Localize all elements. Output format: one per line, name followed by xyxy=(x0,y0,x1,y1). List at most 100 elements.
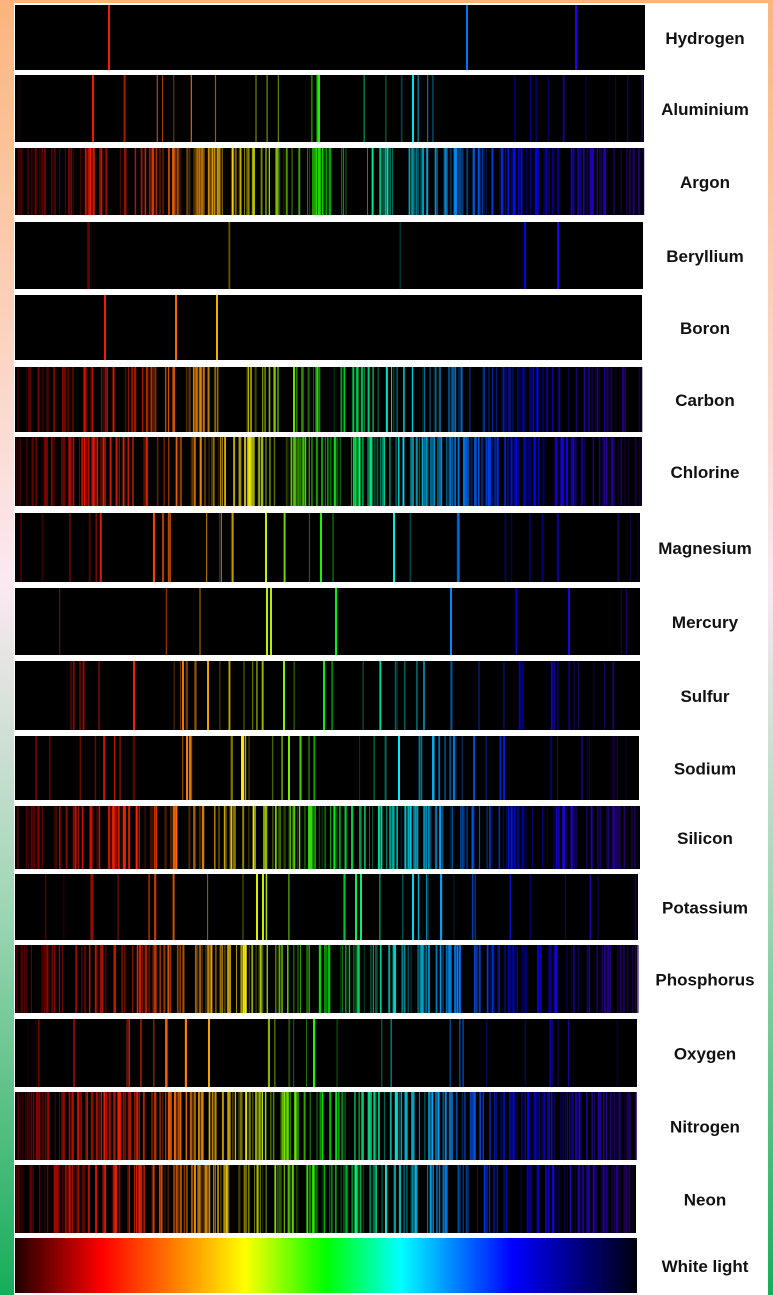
spectral-line xyxy=(486,148,487,215)
spectral-line xyxy=(505,148,506,215)
spectral-line xyxy=(95,437,97,506)
spectral-line xyxy=(141,1165,142,1233)
spectral-line xyxy=(412,1092,414,1160)
spectral-line xyxy=(614,1165,615,1233)
spectral-line xyxy=(526,148,527,215)
spectral-line xyxy=(390,1019,392,1087)
spectral-line xyxy=(488,437,490,506)
spectral-line xyxy=(186,367,188,432)
spectral-line xyxy=(196,148,198,215)
spectral-line xyxy=(315,148,317,215)
spectrum-band xyxy=(15,367,642,432)
spectral-line xyxy=(274,367,276,432)
spectral-line xyxy=(426,806,427,869)
spectral-line xyxy=(440,945,442,1013)
spectral-line xyxy=(511,806,512,869)
spectral-line xyxy=(373,1165,375,1233)
spectral-line xyxy=(420,945,422,1013)
spectral-line xyxy=(72,1092,74,1160)
spectral-line xyxy=(379,874,380,940)
spectral-line xyxy=(272,736,273,800)
spectral-line xyxy=(573,148,575,215)
spectral-line xyxy=(558,806,559,869)
spectral-line xyxy=(406,1165,407,1233)
spectral-line xyxy=(588,367,589,432)
spectral-line xyxy=(599,367,600,432)
white-light-band xyxy=(15,1238,637,1293)
spectral-line xyxy=(512,367,513,432)
spectral-line xyxy=(573,661,575,730)
spectral-line xyxy=(153,1019,154,1087)
spectral-line xyxy=(154,945,156,1013)
spectral-line xyxy=(505,945,506,1013)
spectral-line xyxy=(313,806,314,869)
spectral-line xyxy=(584,437,585,506)
spectral-line xyxy=(429,367,431,432)
spectral-line xyxy=(16,1165,18,1233)
spectral-line xyxy=(462,806,464,869)
spectral-line xyxy=(266,75,268,142)
spectral-line xyxy=(635,945,636,1013)
spectral-line xyxy=(641,437,642,506)
spectral-line xyxy=(42,148,43,215)
spectral-line xyxy=(500,1092,501,1160)
spectral-line xyxy=(211,945,212,1013)
spectral-line xyxy=(537,945,539,1013)
spectral-line xyxy=(28,1019,29,1087)
spectral-line xyxy=(244,661,245,730)
spectral-line xyxy=(28,367,30,432)
spectral-line xyxy=(596,1165,597,1233)
spectral-line xyxy=(191,437,192,506)
spectral-line xyxy=(260,148,261,215)
spectral-line xyxy=(568,588,570,655)
spectral-line xyxy=(369,806,370,869)
spectral-line xyxy=(175,295,177,360)
spectral-line xyxy=(134,1165,135,1233)
spectral-line xyxy=(392,148,393,215)
spectral-line xyxy=(606,1165,607,1233)
spectral-line xyxy=(544,148,545,215)
spectral-line xyxy=(252,437,253,506)
spectral-line xyxy=(304,806,306,869)
spectral-line xyxy=(288,736,290,800)
spectral-line xyxy=(557,513,559,582)
spectral-line xyxy=(442,874,443,940)
spectral-line xyxy=(19,1092,21,1160)
spectral-line xyxy=(553,1165,554,1233)
spectral-line xyxy=(575,5,577,70)
spectral-line xyxy=(599,437,600,506)
spectral-line xyxy=(335,1092,337,1160)
spectral-line xyxy=(186,1165,188,1233)
spectral-line xyxy=(542,806,543,869)
spectral-line xyxy=(456,736,457,800)
spectral-line xyxy=(488,367,489,432)
spectral-line xyxy=(308,736,310,800)
spectral-line xyxy=(363,661,364,730)
spectral-line xyxy=(200,367,202,432)
spectral-line xyxy=(365,806,366,869)
spectral-line xyxy=(168,513,170,582)
spectral-line xyxy=(436,148,438,215)
spectral-line xyxy=(522,367,524,432)
spectral-line xyxy=(73,1019,75,1087)
spectral-line xyxy=(489,806,490,869)
spectral-line xyxy=(450,588,452,655)
spectral-line xyxy=(261,437,263,506)
spectral-line xyxy=(253,806,255,869)
spectral-line xyxy=(585,75,587,142)
spectral-line xyxy=(419,437,420,506)
spectral-line xyxy=(594,1092,595,1160)
spectral-line xyxy=(277,1165,278,1233)
spectral-line xyxy=(466,1165,467,1233)
spectral-line xyxy=(49,1092,50,1160)
spectral-line xyxy=(112,806,113,869)
spectral-line xyxy=(265,148,267,215)
spectral-line xyxy=(446,437,448,506)
spectral-line xyxy=(443,806,444,869)
spectral-line xyxy=(232,1092,234,1160)
spectral-line xyxy=(314,736,315,800)
spectral-line xyxy=(413,148,415,215)
element-label: Aluminium xyxy=(661,100,749,119)
spectral-line xyxy=(159,1092,160,1160)
spectral-line xyxy=(590,148,592,215)
